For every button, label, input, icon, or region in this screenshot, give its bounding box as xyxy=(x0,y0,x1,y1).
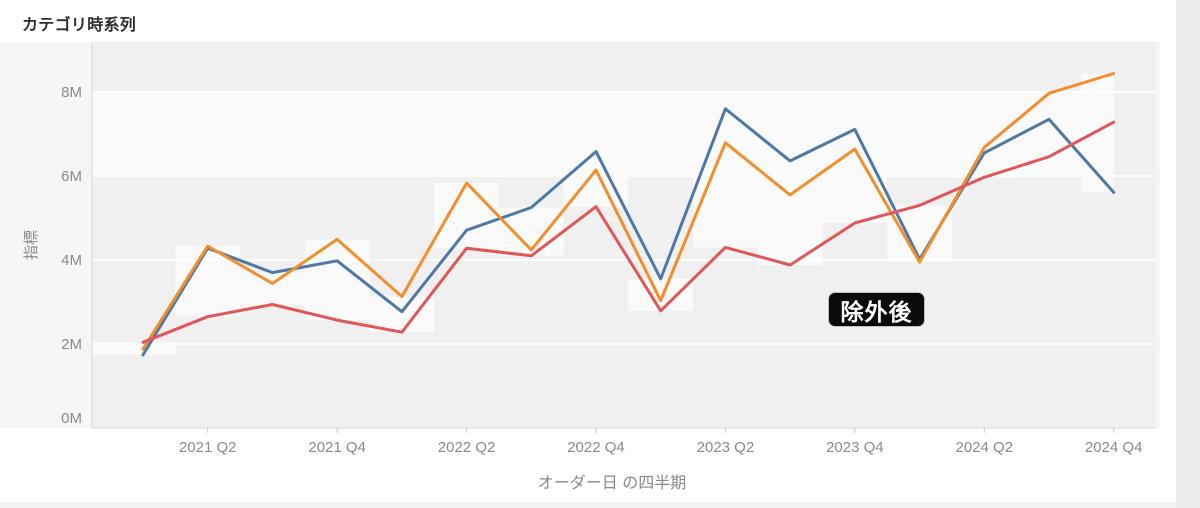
y-tick-label: 8M xyxy=(61,84,82,101)
x-axis-title: オーダー日 の四半期 xyxy=(537,475,687,492)
x-tick-label: 2023 Q2 xyxy=(697,439,755,456)
y-tick-label: 6M xyxy=(61,168,82,185)
y-axis-title: 指標 xyxy=(23,230,40,261)
minmax-band-cell xyxy=(628,278,694,311)
minmax-band-cell xyxy=(1016,93,1082,157)
page-title: カテゴリ時系列 xyxy=(22,17,137,34)
horizontal-scrollbar[interactable] xyxy=(0,502,1176,508)
x-tick-label: 2021 Q2 xyxy=(179,439,237,456)
x-tick-label: 2024 Q2 xyxy=(955,439,1013,456)
minmax-band-cell xyxy=(240,272,305,305)
series-line-red[interactable] xyxy=(141,120,1116,344)
x-tick-label: 2022 Q2 xyxy=(438,439,496,456)
y-tick-label: 4M xyxy=(61,252,82,269)
x-tick-label: 2023 Q4 xyxy=(826,439,884,456)
vertical-scrollbar[interactable] xyxy=(1176,0,1200,508)
x-tick-label: 2024 Q4 xyxy=(1085,439,1143,456)
minmax-band-cell xyxy=(693,108,758,248)
y-tick-label: 2M xyxy=(61,336,82,353)
exclusion-annotation[interactable]: 除外後 xyxy=(828,292,925,327)
y-tick-label: 0M xyxy=(61,410,82,427)
x-tick-label: 2021 Q4 xyxy=(308,439,366,456)
minmax-band-cell xyxy=(434,183,499,249)
x-tick-label: 2022 Q4 xyxy=(567,439,625,456)
series-line-orange[interactable] xyxy=(141,72,1116,351)
minmax-band-cell xyxy=(92,342,176,355)
